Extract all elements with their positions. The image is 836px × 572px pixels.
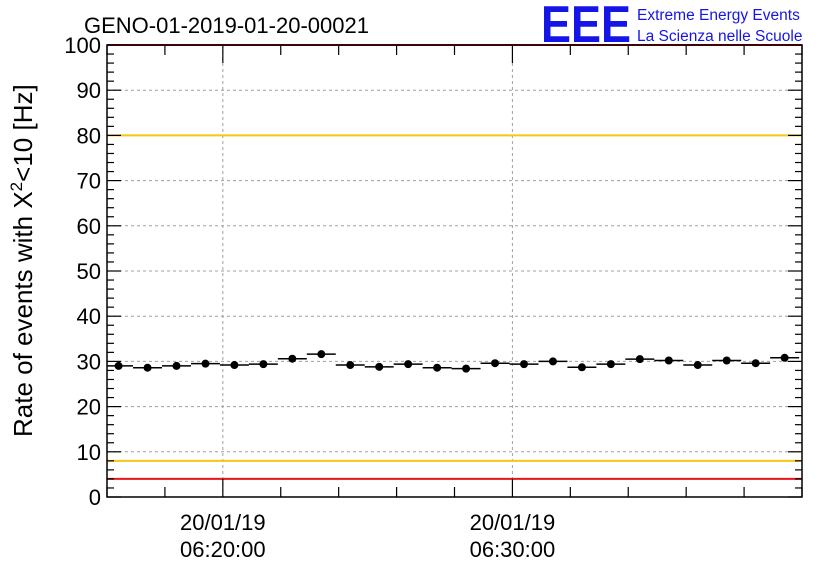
data-point (548, 357, 557, 366)
y-tick-label: 20 (77, 395, 101, 420)
data-point (317, 350, 326, 359)
y-tick-label: 80 (77, 123, 101, 148)
y-tick-label: 100 (64, 33, 101, 58)
data-point (433, 363, 442, 372)
data-point (114, 361, 123, 370)
y-axis-label: Rate of events with X2<10 [Hz] (7, 84, 38, 437)
data-points (107, 350, 800, 373)
data-point (606, 360, 615, 369)
data-point (751, 359, 760, 368)
y-tick-label: 0 (89, 485, 101, 510)
data-point (462, 364, 471, 373)
data-point (259, 360, 268, 369)
y-tick-label: 90 (77, 78, 101, 103)
data-point (664, 356, 673, 365)
x-tick-time-label: 06:30:00 (470, 537, 556, 562)
y-tick-label: 40 (77, 304, 101, 329)
y-tick-label: 60 (77, 214, 101, 239)
data-point (201, 359, 210, 368)
eee-logo-mark: EEE (541, 0, 631, 54)
data-point (346, 361, 355, 370)
data-point (172, 361, 181, 370)
data-point (230, 361, 239, 370)
chart-title: GENO-01-2019-01-20-00021 (84, 13, 369, 38)
data-point (722, 356, 731, 365)
x-tick-date-label: 20/01/19 (470, 510, 556, 535)
y-tick-label: 50 (77, 259, 101, 284)
logo-line-1: Extreme Energy Events (637, 7, 800, 24)
data-point (693, 361, 702, 370)
logo-line-2: La Scienza nelle Scuole (637, 28, 802, 45)
data-point (288, 354, 297, 363)
data-point (491, 359, 500, 368)
y-tick-label: 70 (77, 169, 101, 194)
eee-logo: EEE Extreme Energy Events La Scienza nel… (541, 0, 802, 54)
data-point (375, 362, 384, 371)
data-point (520, 360, 528, 369)
data-point (577, 363, 586, 372)
data-point (780, 353, 789, 362)
data-point (404, 360, 413, 369)
axis-ticks (106, 44, 803, 498)
y-axis-label-superscript: 2 (7, 182, 26, 191)
y-tick-label: 10 (77, 440, 101, 465)
y-tick-label: 30 (77, 349, 101, 374)
y-tick-labels: 0 10 20 30 40 50 60 70 80 90 100 (64, 33, 101, 510)
data-point (143, 363, 152, 372)
data-point (635, 355, 644, 364)
x-tick-time-label: 06:20:00 (180, 537, 266, 562)
y-axis-label-suffix: <10 [Hz] (8, 84, 38, 182)
x-tick-date-label: 20/01/19 (180, 510, 266, 535)
y-axis-label-main: Rate of events with X (8, 191, 38, 437)
